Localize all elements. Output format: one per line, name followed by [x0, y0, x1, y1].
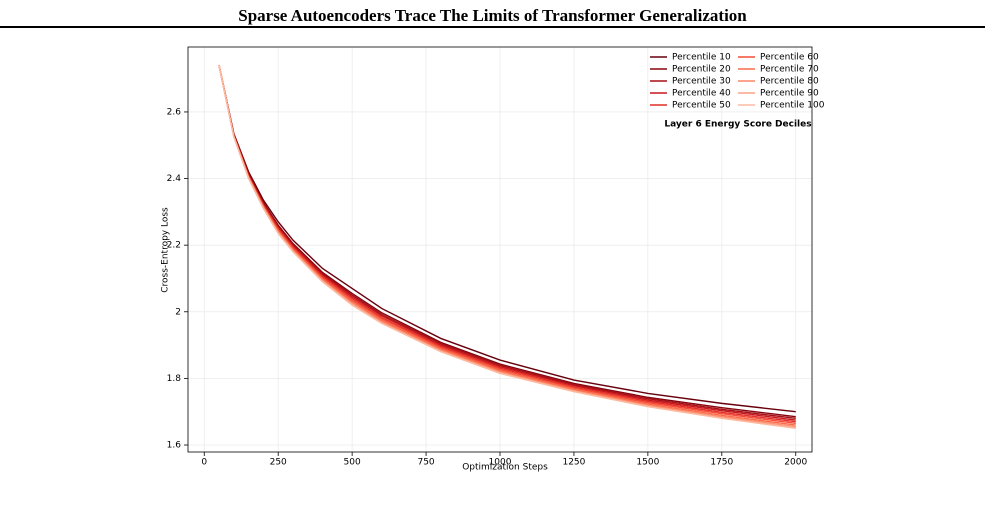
- legend-label: Percentile 50: [672, 101, 731, 111]
- series-line: [218, 65, 796, 418]
- annotation: Layer 6 Energy Score Deciles: [664, 120, 811, 130]
- title-rule: [0, 26, 985, 28]
- y-tick-label: 2.6: [167, 107, 182, 117]
- legend-label: Percentile 70: [760, 65, 819, 75]
- x-tick-label: 2000: [784, 458, 807, 468]
- x-tick-label: 750: [417, 458, 434, 468]
- y-axis-label: Cross-Entropy Loss: [161, 207, 171, 293]
- x-tick-label: 500: [344, 458, 361, 468]
- legend-label: Percentile 20: [672, 65, 731, 75]
- y-tick-label: 2.4: [167, 174, 182, 184]
- legend-label: Percentile 10: [672, 53, 731, 63]
- paper-title: Sparse Autoencoders Trace The Limits of …: [238, 6, 747, 25]
- series-line: [218, 65, 796, 413]
- legend-label: Percentile 40: [672, 89, 731, 99]
- y-tick-label: 1.6: [167, 441, 182, 451]
- x-tick-label: 1000: [489, 458, 512, 468]
- y-tick-label: 1.8: [167, 374, 182, 384]
- x-tick-label: 1500: [636, 458, 659, 468]
- y-tick-label: 2.2: [167, 241, 181, 251]
- legend-label: Percentile 100: [760, 101, 825, 111]
- legend-label: Percentile 30: [672, 77, 731, 87]
- legend-label: Percentile 80: [760, 77, 819, 87]
- legend-label: Percentile 60: [760, 53, 819, 63]
- x-tick-label: 1250: [562, 458, 585, 468]
- x-tick-label: 250: [270, 458, 287, 468]
- x-tick-label: 1750: [710, 458, 733, 468]
- x-axis-label: Optimization Steps: [462, 463, 548, 473]
- y-tick-label: 2: [175, 307, 181, 317]
- plot-frame: [187, 46, 813, 453]
- legend-label: Percentile 90: [760, 89, 819, 99]
- x-tick-label: 0: [201, 458, 207, 468]
- series-line: [218, 65, 796, 430]
